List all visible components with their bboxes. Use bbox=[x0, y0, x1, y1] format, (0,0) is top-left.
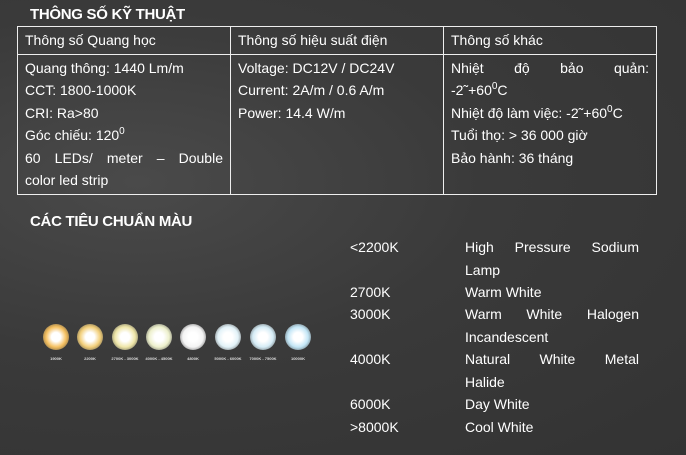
working-temp: Nhiệt độ làm việc: -2˜+600C bbox=[451, 103, 623, 121]
header-other: Thông số khác bbox=[443, 26, 657, 55]
color-swatch-dot bbox=[146, 324, 172, 350]
cri: CRI: Ra>80 bbox=[25, 104, 99, 121]
current: Current: 2A/m / 0.6 A/m bbox=[238, 82, 385, 98]
standard-name: Day White bbox=[465, 396, 530, 412]
spec-title: THÔNG SỐ KỸ THUẬT bbox=[30, 6, 185, 23]
electrical-cell: Voltage: DC12V / DC24V Current: 2A/m / 0… bbox=[230, 53, 444, 195]
color-swatch-label: 5000K - 6000K bbox=[214, 356, 242, 361]
strip-type: color led strip bbox=[25, 172, 109, 188]
color-swatch-dot bbox=[77, 324, 103, 350]
header-optical: Thông số Quang học bbox=[17, 26, 231, 55]
warranty: Bảo hành: 36 tháng bbox=[451, 149, 574, 166]
standard-name: High Pressure Sodium Lamp bbox=[465, 239, 639, 278]
other-cell: Nhiệt độ bảo quản: -2˜+600C Nhiệt độ làm… bbox=[443, 53, 657, 195]
standard-name: Natural White Metal Halide bbox=[465, 351, 639, 390]
standard-name: Warm White Halogen Incandescent bbox=[465, 306, 639, 345]
cct: CCT: 1800-1000K bbox=[25, 82, 137, 98]
color-swatch-label: 7000K - 7500K bbox=[249, 356, 277, 361]
spec-table: Thông số Quang học Thông số hiệu suất đi… bbox=[17, 26, 657, 195]
color-swatch-dot bbox=[112, 324, 138, 350]
color-swatch-label: 2700K - 3000K bbox=[111, 356, 139, 361]
color-standards-title: CÁC TIÊU CHUẨN MÀU bbox=[30, 213, 193, 230]
color-swatch-dot bbox=[285, 324, 311, 350]
power: Power: 14.4 W/m bbox=[238, 104, 346, 121]
standard-cct: 6000K bbox=[350, 396, 391, 412]
optical-cell: Quang thông: 1440 Lm/m CCT: 1800-1000K C… bbox=[17, 53, 231, 195]
leds-per-meter: 60 LEDs/ meter – Double bbox=[25, 149, 223, 166]
color-swatch-label: 2200K bbox=[84, 356, 96, 361]
voltage: Voltage: DC12V / DC24V bbox=[238, 59, 395, 76]
header-electrical: Thông số hiệu suất điện bbox=[230, 26, 444, 55]
standard-cct: 4000K bbox=[350, 351, 391, 367]
color-swatch-label: 1900K bbox=[50, 356, 62, 361]
color-swatch-dot bbox=[250, 324, 276, 350]
color-swatch-dot bbox=[43, 324, 69, 350]
lifetime: Tuổi thọ: > 36 000 giờ bbox=[451, 127, 588, 143]
color-swatch-label: 4000K - 4500K bbox=[145, 356, 173, 361]
color-swatch-label: 10000K bbox=[290, 356, 305, 361]
color-swatch-label: 4800K bbox=[187, 356, 199, 361]
color-swatch-dot bbox=[215, 324, 241, 350]
standard-cct: 3000K bbox=[350, 306, 391, 322]
storage-temp: -2˜+600C bbox=[451, 81, 508, 99]
color-swatch-dot bbox=[180, 324, 206, 350]
storage-temp-label: Nhiệt độ bảo quản: bbox=[451, 59, 649, 76]
beam-angle: Góc chiếu: 1200 bbox=[25, 126, 125, 144]
standard-cct: 2700K bbox=[350, 284, 391, 300]
standard-cct: >8000K bbox=[350, 419, 399, 435]
standard-cct: <2200K bbox=[350, 239, 399, 255]
standard-name: Warm White bbox=[465, 284, 542, 300]
standard-name: Cool White bbox=[465, 419, 534, 435]
luminous-flux: Quang thông: 1440 Lm/m bbox=[25, 59, 184, 76]
